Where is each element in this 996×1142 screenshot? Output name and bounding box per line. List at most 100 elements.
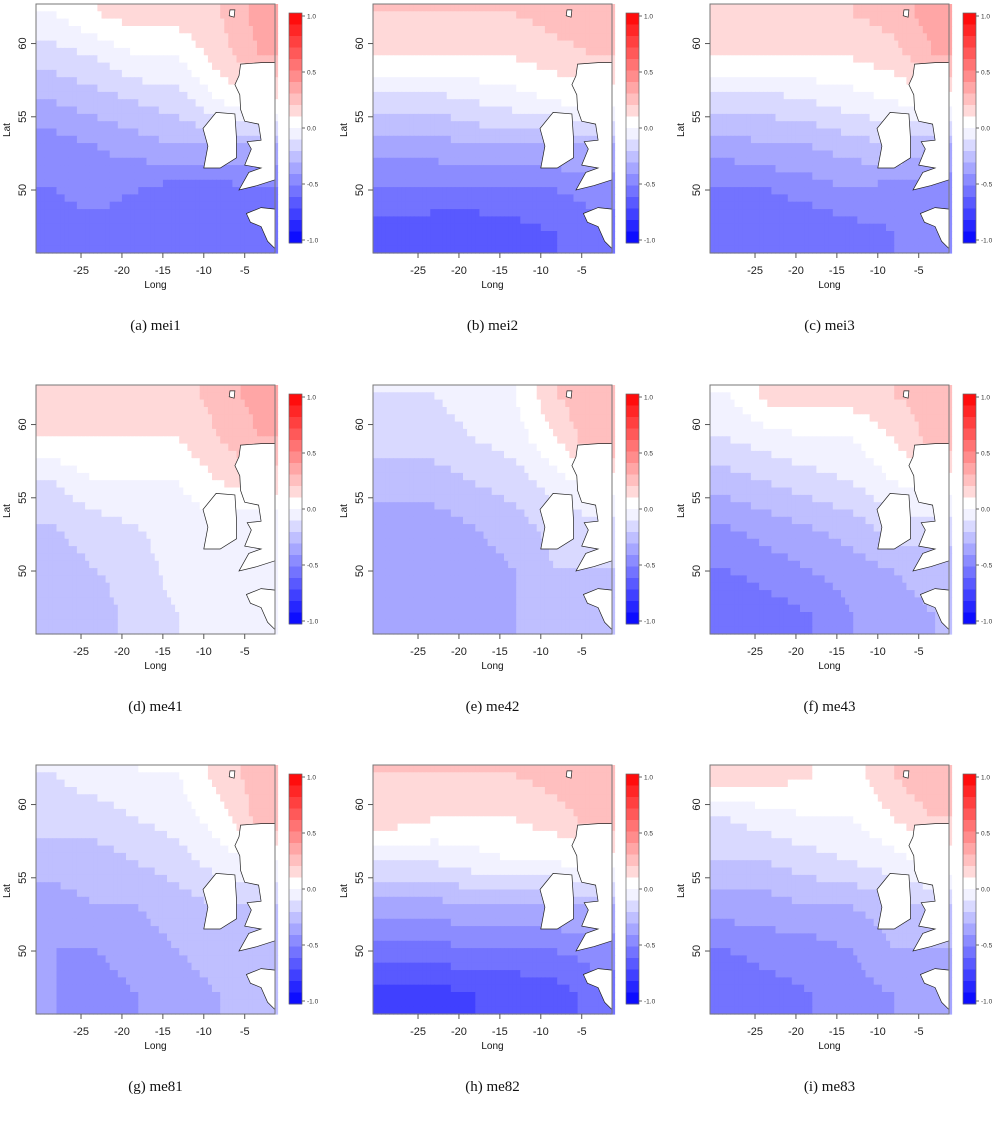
- heatmap-cell: [130, 129, 135, 137]
- heatmap-cell: [463, 4, 468, 12]
- heatmap-cell: [561, 26, 566, 34]
- heatmap-cell: [81, 121, 86, 129]
- heatmap-cell: [500, 26, 505, 34]
- heatmap-cell: [557, 99, 562, 107]
- heatmap-cell: [529, 151, 534, 159]
- heatmap-cell: [475, 231, 480, 239]
- heatmap-cell: [151, 224, 156, 232]
- heatmap-cell: [545, 246, 550, 254]
- heatmap-cell: [77, 33, 82, 41]
- heatmap-cell: [81, 224, 86, 232]
- heatmap-cell: [77, 151, 82, 159]
- heatmap-cell: [179, 114, 184, 122]
- heatmap-cell: [398, 48, 403, 56]
- heatmap-cell: [549, 33, 554, 41]
- heatmap-cell: [553, 26, 558, 34]
- heatmap-cell: [220, 246, 225, 254]
- heatmap-cell: [134, 187, 139, 195]
- heatmap-cell: [93, 209, 98, 217]
- heatmap-cell: [718, 63, 723, 71]
- heatmap-cell: [261, 4, 266, 12]
- heatmap-cell: [110, 55, 115, 63]
- heatmap-cell: [516, 209, 521, 217]
- heatmap-cell: [537, 92, 542, 100]
- heatmap-cell: [155, 216, 160, 224]
- heatmap-cell: [187, 165, 192, 173]
- heatmap-cell: [196, 209, 201, 217]
- heatmap-cell: [496, 209, 501, 217]
- heatmap-cell: [228, 77, 233, 85]
- heatmap-cell: [106, 55, 111, 63]
- heatmap-cell: [557, 194, 562, 202]
- heatmap-cell: [426, 63, 431, 71]
- heatmap-cell: [171, 63, 176, 71]
- heatmap-cell: [804, 26, 809, 34]
- heatmap-cell: [377, 26, 382, 34]
- heatmap-cell: [48, 151, 53, 159]
- heatmap-cell: [73, 216, 78, 224]
- heatmap-cell: [102, 48, 107, 56]
- heatmap-cell: [389, 11, 394, 19]
- heatmap-cell: [241, 136, 246, 144]
- heatmap-plot: -25-20-15-10-5505560LongLat1.00.50.0-0.5…: [0, 0, 337, 310]
- heatmap-cell: [414, 180, 419, 188]
- heatmap-cell: [208, 202, 213, 210]
- heatmap-cell: [578, 202, 583, 210]
- heatmap-cell: [414, 63, 419, 71]
- heatmap-cell: [467, 158, 472, 166]
- heatmap-cell: [455, 41, 460, 49]
- heatmap-cell: [816, 48, 821, 56]
- heatmap-cell: [398, 26, 403, 34]
- heatmap-cell: [183, 114, 188, 122]
- heatmap-cell: [451, 92, 456, 100]
- heatmap-cell: [273, 4, 278, 12]
- heatmap-cell: [500, 99, 505, 107]
- heatmap-cell: [557, 77, 562, 85]
- heatmap-cell: [69, 114, 74, 122]
- heatmap-cell: [943, 11, 948, 19]
- heatmap-cell: [430, 63, 435, 71]
- heatmap-cell: [553, 209, 558, 217]
- heatmap-cell: [537, 246, 542, 254]
- heatmap-cell: [484, 180, 489, 188]
- heatmap-cell: [504, 158, 509, 166]
- heatmap-cell: [479, 136, 484, 144]
- heatmap-cell: [739, 11, 744, 19]
- heatmap-cell: [714, 41, 719, 49]
- heatmap-cell: [455, 4, 460, 12]
- heatmap-cell: [385, 143, 390, 151]
- heatmap-cell: [220, 231, 225, 239]
- heatmap-cell: [751, 19, 756, 27]
- heatmap-cell: [533, 19, 538, 27]
- heatmap-cell: [204, 187, 209, 195]
- heatmap-cell: [44, 238, 49, 246]
- heatmap-cell: [496, 107, 501, 115]
- heatmap-cell: [492, 180, 497, 188]
- heatmap-cell: [602, 187, 607, 195]
- heatmap-cell: [800, 19, 805, 27]
- heatmap-cell: [455, 92, 460, 100]
- heatmap-cell: [179, 41, 184, 49]
- heatmap-cell: [249, 33, 254, 41]
- heatmap-cell: [739, 70, 744, 78]
- heatmap-cell: [874, 70, 879, 78]
- heatmap-cell: [569, 19, 574, 27]
- heatmap-cell: [484, 114, 489, 122]
- heatmap-cell: [496, 129, 501, 137]
- heatmap-cell: [747, 92, 752, 100]
- heatmap-cell: [418, 33, 423, 41]
- heatmap-cell: [126, 209, 131, 217]
- heatmap-cell: [508, 48, 513, 56]
- heatmap-cell: [171, 77, 176, 85]
- heatmap-cell: [130, 70, 135, 78]
- heatmap-cell: [714, 70, 719, 78]
- heatmap-cell: [126, 187, 131, 195]
- heatmap-cell: [898, 33, 903, 41]
- heatmap-cell: [500, 194, 505, 202]
- heatmap-cell: [44, 41, 49, 49]
- heatmap-cell: [159, 55, 164, 63]
- heatmap-cell: [484, 48, 489, 56]
- heatmap-cell: [192, 92, 197, 100]
- heatmap-cell: [187, 48, 192, 56]
- heatmap-cell: [759, 33, 764, 41]
